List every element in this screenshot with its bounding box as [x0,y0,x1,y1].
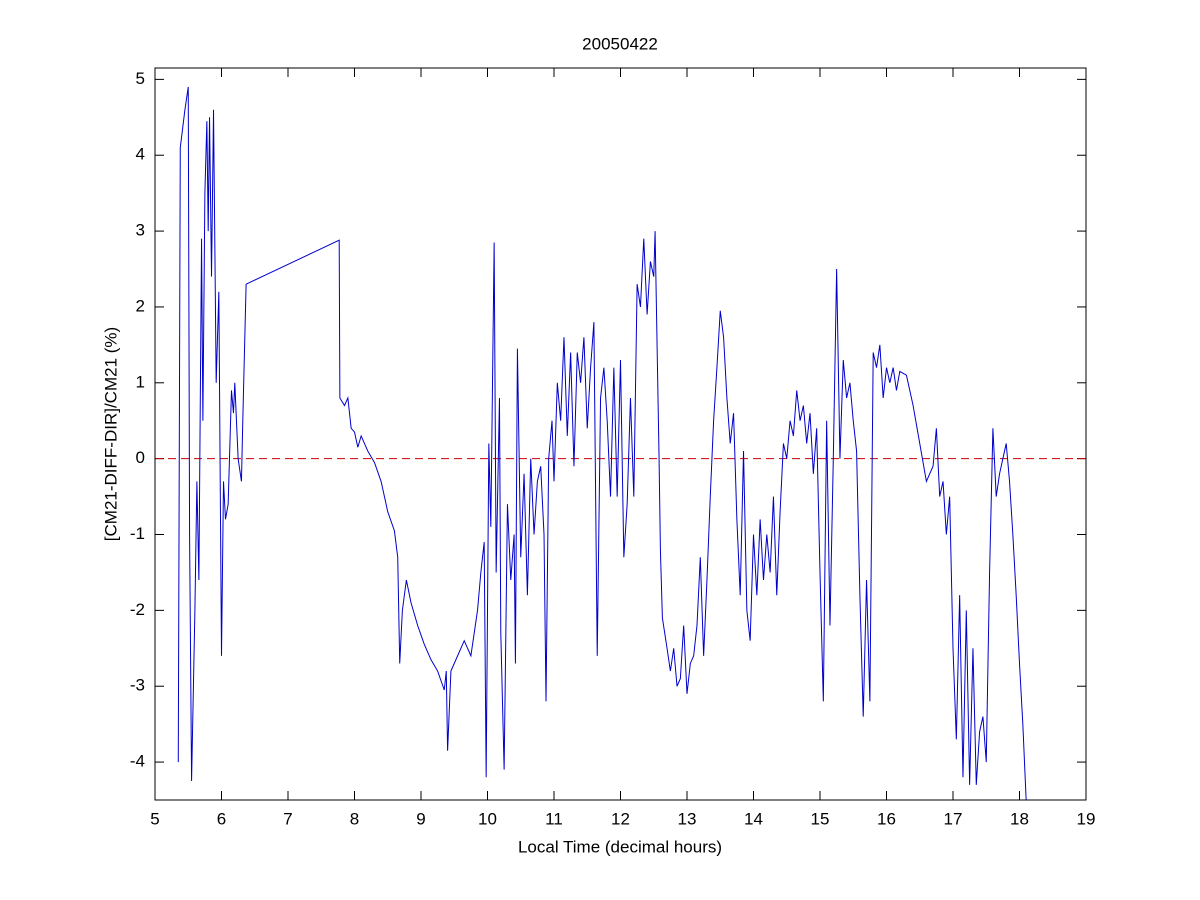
plot-frame [154,67,1087,801]
y-tick-label: -3 [130,676,145,695]
y-tick-label: 5 [136,69,145,88]
x-tick-label: 6 [217,809,226,828]
chart-title: 20050422 [582,34,658,53]
y-tick-label: -4 [130,752,145,771]
x-tick-label: 13 [678,809,697,828]
x-tick-label: 17 [944,809,963,828]
x-tick-label: 10 [478,809,497,828]
plot-area [155,68,1086,800]
x-tick-label: 19 [1077,809,1096,828]
x-tick-label: 12 [611,809,630,828]
y-tick-label: 4 [136,145,145,164]
x-tick-label: 7 [283,809,292,828]
y-tick-label: 2 [136,296,145,315]
y-tick-label: -2 [130,600,145,619]
y-axis-label: [CM21-DIFF-DIR]/CM21 (%) [101,327,120,541]
data-line [177,86,1027,801]
x-tick-label: 11 [545,809,563,828]
x-tick-label: 14 [744,809,763,828]
y-tick-label: 3 [136,221,145,240]
y-tick-label: 1 [136,372,145,391]
x-tick-label: 5 [150,809,159,828]
x-tick-label: 8 [350,809,359,828]
x-tick-label: 9 [416,809,425,828]
y-tick-label: -1 [130,524,145,543]
x-tick-label: 18 [1010,809,1029,828]
x-tick-label: 16 [877,809,896,828]
x-tick-label: 15 [811,809,830,828]
x-axis-label: Local Time (decimal hours) [518,837,722,856]
y-tick-label: 0 [136,448,145,467]
